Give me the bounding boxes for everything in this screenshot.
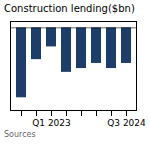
svg-text:Q1 2023: Q1 2023 [32, 118, 71, 128]
svg-text:Q3 2024: Q3 2024 [107, 118, 146, 128]
html-text:Construction lending($bn): Construction lending($bn) [4, 3, 135, 14]
html-text:Sources: Sources [4, 130, 36, 139]
